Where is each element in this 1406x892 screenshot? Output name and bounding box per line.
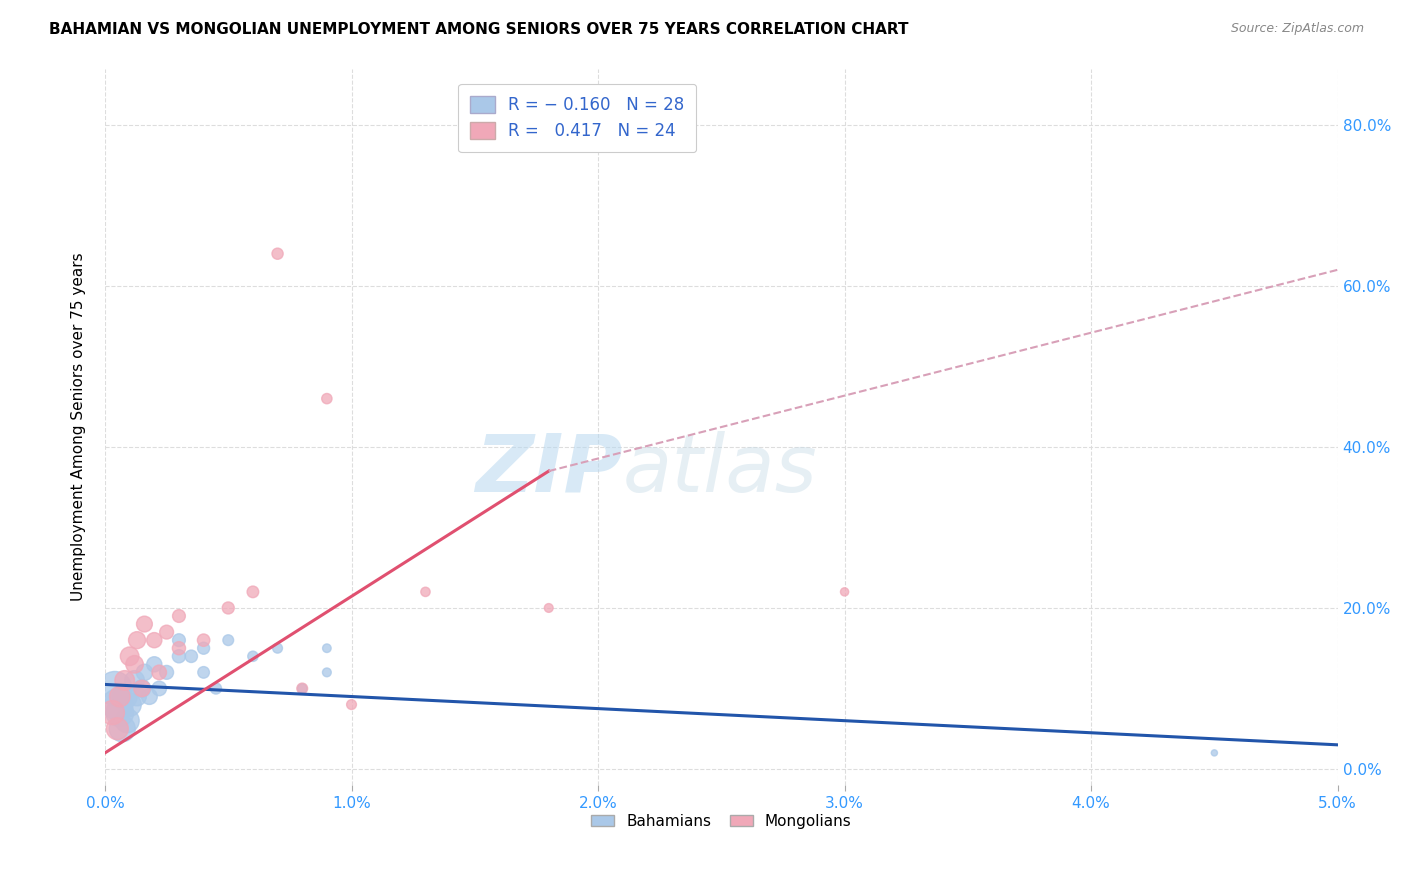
Point (101, 706, 124, 720)
Point (134, 665, 156, 680)
Point (193, 665, 215, 680)
Point (217, 601, 239, 615)
Point (315, 392, 337, 406)
Legend: Bahamians, Mongolians: Bahamians, Mongolians (585, 807, 858, 835)
Text: ZIP: ZIP (475, 431, 623, 508)
Point (143, 657, 166, 672)
Point (138, 690, 160, 704)
Point (124, 657, 146, 672)
Text: Source: ZipAtlas.com: Source: ZipAtlas.com (1230, 22, 1364, 36)
Point (834, 585, 856, 599)
Point (315, 641, 337, 656)
Point (1204, 746, 1226, 760)
Point (143, 633, 166, 648)
Point (167, 641, 190, 656)
Point (105, 722, 128, 736)
Point (114, 690, 136, 704)
Point (167, 609, 190, 624)
Point (167, 633, 190, 648)
Point (205, 681, 228, 696)
Point (108, 706, 131, 720)
Point (118, 649, 141, 664)
Point (131, 681, 153, 696)
Point (125, 633, 148, 648)
Point (242, 649, 264, 664)
Point (148, 681, 170, 696)
Point (315, 665, 337, 680)
Point (266, 246, 288, 260)
Point (291, 681, 314, 696)
Point (415, 585, 437, 599)
Point (104, 681, 127, 696)
Text: BAHAMIAN VS MONGOLIAN UNEMPLOYMENT AMONG SENIORS OVER 75 YEARS CORRELATION CHART: BAHAMIAN VS MONGOLIAN UNEMPLOYMENT AMONG… (49, 22, 908, 37)
Y-axis label: Unemployment Among Seniors over 75 years: Unemployment Among Seniors over 75 years (72, 252, 86, 601)
Point (148, 665, 170, 680)
Point (105, 698, 128, 712)
Point (193, 641, 215, 656)
Point (167, 649, 190, 664)
Point (537, 601, 560, 615)
Point (108, 690, 131, 704)
Point (266, 641, 288, 656)
Point (156, 625, 179, 640)
Point (242, 585, 264, 599)
Point (111, 722, 134, 736)
Point (114, 673, 136, 688)
Point (193, 633, 215, 648)
Point (131, 681, 153, 696)
Point (156, 665, 179, 680)
Point (180, 649, 202, 664)
Point (217, 633, 239, 648)
Text: atlas: atlas (623, 431, 817, 508)
Point (124, 673, 146, 688)
Point (125, 690, 148, 704)
Point (340, 698, 363, 712)
Point (134, 617, 156, 632)
Point (291, 681, 314, 696)
Point (115, 714, 138, 728)
Point (118, 698, 141, 712)
